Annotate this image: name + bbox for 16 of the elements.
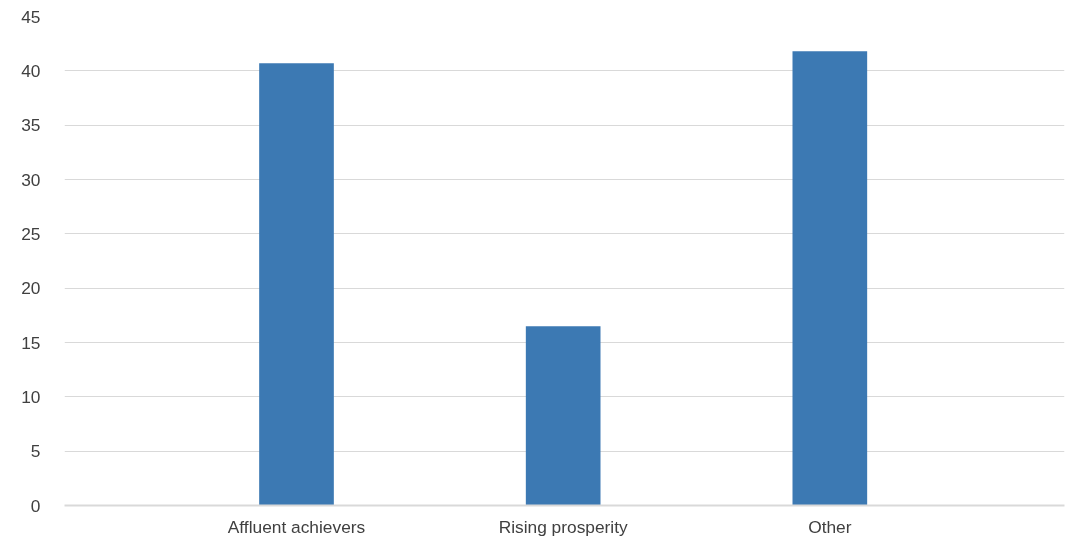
x-tick-label: Other — [808, 516, 852, 537]
x-tick-label: Rising prosperity — [498, 516, 629, 537]
y-tick-label: 10 — [21, 386, 41, 407]
y-tick-label: 45 — [21, 6, 41, 27]
y-tick-label: 35 — [21, 115, 41, 136]
y-tick-label: 25 — [21, 223, 41, 244]
y-tick-label: 0 — [30, 495, 41, 516]
y-tick-label: 5 — [30, 441, 41, 462]
bar — [525, 326, 601, 506]
y-tick-label: 40 — [21, 60, 41, 81]
x-tick-label: Affluent achievers — [227, 516, 366, 537]
y-tick-label: 30 — [21, 169, 41, 190]
bar — [259, 63, 334, 506]
y-tick-label: 15 — [21, 332, 41, 353]
bar — [792, 51, 868, 506]
y-tick-label: 20 — [21, 278, 41, 299]
